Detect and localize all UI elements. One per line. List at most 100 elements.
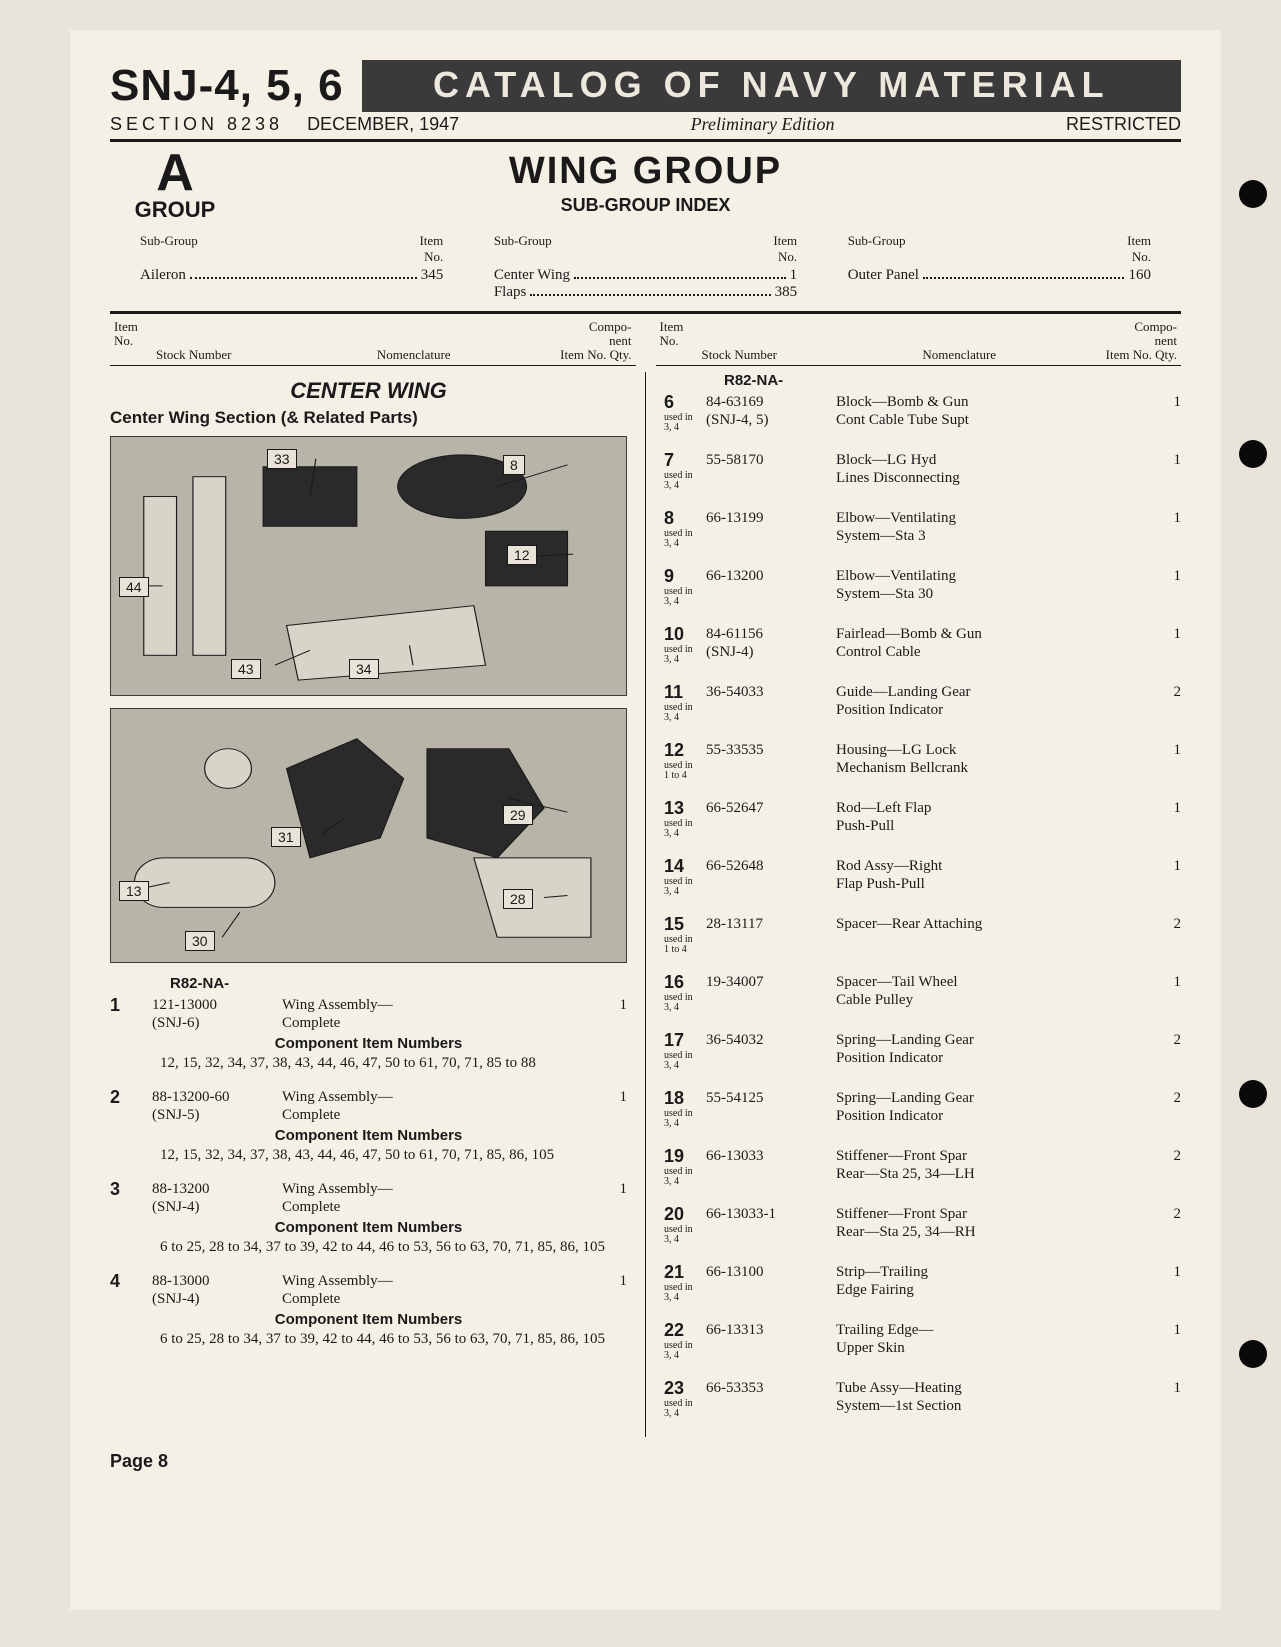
item-number: 9used in3, 4 [664, 567, 706, 607]
binder-hole [1239, 1340, 1267, 1368]
component-item-numbers-label: Component Item Numbers [110, 1035, 627, 1052]
ch-stock: Stock Number [698, 348, 828, 362]
item-number: 18used in3, 4 [664, 1089, 706, 1129]
item-number: 20used in3, 4 [664, 1205, 706, 1245]
used-in: used in3, 4 [664, 993, 706, 1013]
quantity: 1 [1151, 799, 1181, 839]
component-item-numbers: 6 to 25, 28 to 34, 37 to 39, 42 to 44, 4… [160, 1330, 627, 1350]
part-entry: 18used in3, 455-54125Spring—Landing Gear… [664, 1089, 1181, 1129]
used-in: used in3, 4 [664, 1283, 706, 1303]
page-number: Page 8 [110, 1451, 1181, 1472]
item-number: 2 [110, 1088, 152, 1126]
stock-number: 121-13000(SNJ-6) [152, 996, 282, 1034]
nomenclature: Fairlead—Bomb & GunControl Cable [836, 625, 1151, 665]
quantity: 1 [1151, 857, 1181, 897]
part-entry: 12used in1 to 455-33535Housing—LG LockMe… [664, 741, 1181, 781]
right-entries: 6used in3, 484-63169(SNJ-4, 5)Block—Bomb… [664, 393, 1181, 1419]
item-number: 15used in1 to 4 [664, 915, 706, 955]
ch-comp-l3: Item No. Qty. [560, 347, 631, 362]
right-column: R82-NA- 6used in3, 484-63169(SNJ-4, 5)Bl… [646, 372, 1181, 1437]
nomenclature: Wing Assembly—Complete [282, 1088, 597, 1126]
nomenclature: Tube Assy—HeatingSystem—1st Section [836, 1379, 1151, 1419]
stock-number: 36-54032 [706, 1031, 836, 1071]
page: SNJ-4, 5, 6 CATALOG OF NAVY MATERIAL SEC… [70, 30, 1221, 1610]
group-header: A GROUP WING GROUP SUB-GROUP INDEX [110, 150, 1181, 223]
part-entry: 9used in3, 466-13200Elbow—VentilatingSys… [664, 567, 1181, 607]
ch-nomenclature: Nomenclature [828, 348, 1092, 362]
part-entry: 6used in3, 484-63169(SNJ-4, 5)Block—Bomb… [664, 393, 1181, 433]
part-entry: 7used in3, 455-58170Block—LG HydLines Di… [664, 451, 1181, 491]
quantity: 1 [1151, 973, 1181, 1013]
item-number: 14used in3, 4 [664, 857, 706, 897]
leader-dots [530, 294, 770, 296]
sg-item-no: 385 [775, 284, 798, 301]
component-item-numbers-label: Component Item Numbers [110, 1311, 627, 1328]
quantity: 1 [1151, 625, 1181, 665]
leader-dots [574, 277, 786, 279]
subgroup-column: Sub-GroupItemNo.Center Wing1Flaps385 [494, 233, 797, 301]
center-wing-subtitle: Center Wing Section (& Related Parts) [110, 408, 627, 428]
wing-group-title-block: WING GROUP SUB-GROUP INDEX [240, 150, 1051, 216]
leader-dots [923, 277, 1125, 279]
item-number: 19used in3, 4 [664, 1147, 706, 1187]
used-in: used in3, 4 [664, 529, 706, 549]
col-header-right: ItemNo. Stock Number Nomenclature Compo-… [656, 320, 1182, 366]
restricted-label: RESTRICTED [1066, 114, 1181, 135]
item-number: 3 [110, 1180, 152, 1218]
publication-date: DECEMBER, 1947 [307, 114, 459, 135]
subgroup-index: Sub-GroupItemNo.Aileron345 Sub-GroupItemN… [110, 227, 1181, 314]
quantity: 2 [1151, 1147, 1181, 1187]
part-entry: 17used in3, 436-54032Spring—Landing Gear… [664, 1031, 1181, 1071]
quantity: 1 [1151, 393, 1181, 433]
quantity: 2 [1151, 915, 1181, 955]
ch-item-l2: No. [114, 333, 133, 348]
subgroup-column: Sub-GroupItemNo.Aileron345 [140, 233, 443, 301]
group-letter-block: A GROUP [110, 150, 240, 223]
nomenclature: Guide—Landing GearPosition Indicator [836, 683, 1151, 723]
ch-item-l1: Item [114, 319, 138, 334]
quantity: 2 [1151, 1089, 1181, 1129]
stock-prefix: R82-NA- [724, 372, 1181, 389]
stock-number: 66-13199 [706, 509, 836, 549]
main-columns: CENTER WING Center Wing Section (& Relat… [110, 372, 1181, 1437]
col-header-left: ItemNo. Stock Number Nomenclature Compo-… [110, 320, 636, 366]
stock-number: 66-13313 [706, 1321, 836, 1361]
nomenclature: Rod Assy—RightFlap Push-Pull [836, 857, 1151, 897]
ch-comp-l3: Item No. Qty. [1106, 347, 1177, 362]
nomenclature: Elbow—VentilatingSystem—Sta 3 [836, 509, 1151, 549]
stock-number: 84-63169(SNJ-4, 5) [706, 393, 836, 433]
sg-head-left: Sub-Group [494, 233, 552, 265]
group-letter: A [110, 150, 240, 197]
item-number: 1 [110, 996, 152, 1034]
nomenclature: Spacer—Rear Attaching [836, 915, 1151, 955]
component-item-numbers-label: Component Item Numbers [110, 1219, 627, 1236]
part-entry: 8used in3, 466-13199Elbow—VentilatingSys… [664, 509, 1181, 549]
part-entry: 20used in3, 466-13033-1Stiffener—Front S… [664, 1205, 1181, 1245]
quantity: 1 [1151, 509, 1181, 549]
item-number: 11used in3, 4 [664, 683, 706, 723]
item-number: 16used in3, 4 [664, 973, 706, 1013]
nomenclature: Spacer—Tail WheelCable Pulley [836, 973, 1151, 1013]
stock-number: 36-54033 [706, 683, 836, 723]
nomenclature: Housing—LG LockMechanism Bellcrank [836, 741, 1151, 781]
used-in: used in3, 4 [664, 703, 706, 723]
nomenclature: Elbow—VentilatingSystem—Sta 30 [836, 567, 1151, 607]
part-entry: 19used in3, 466-13033Stiffener—Front Spa… [664, 1147, 1181, 1187]
quantity: 2 [1151, 1031, 1181, 1071]
stock-number: 55-54125 [706, 1089, 836, 1129]
nomenclature: Wing Assembly—Complete [282, 1180, 597, 1218]
part-entry: 14used in3, 466-52648Rod Assy—RightFlap … [664, 857, 1181, 897]
subgroup-column: Sub-GroupItemNo.Outer Panel160 [848, 233, 1151, 301]
item-number: 23used in3, 4 [664, 1379, 706, 1419]
illustration-callout: 33 [267, 449, 297, 469]
part-entry: 488-13000(SNJ-4)Wing Assembly—Complete1 [110, 1272, 627, 1310]
nomenclature: Spring—Landing GearPosition Indicator [836, 1031, 1151, 1071]
model-designation: SNJ-4, 5, 6 [110, 61, 344, 111]
stock-number: 66-13033 [706, 1147, 836, 1187]
nomenclature: Trailing Edge—Upper Skin [836, 1321, 1151, 1361]
part-entry: 21used in3, 466-13100Strip—TrailingEdge … [664, 1263, 1181, 1303]
illustration-callout: 28 [503, 889, 533, 909]
ch-comp-l2: nent [609, 333, 631, 348]
stock-number: 66-13100 [706, 1263, 836, 1303]
item-number: 22used in3, 4 [664, 1321, 706, 1361]
